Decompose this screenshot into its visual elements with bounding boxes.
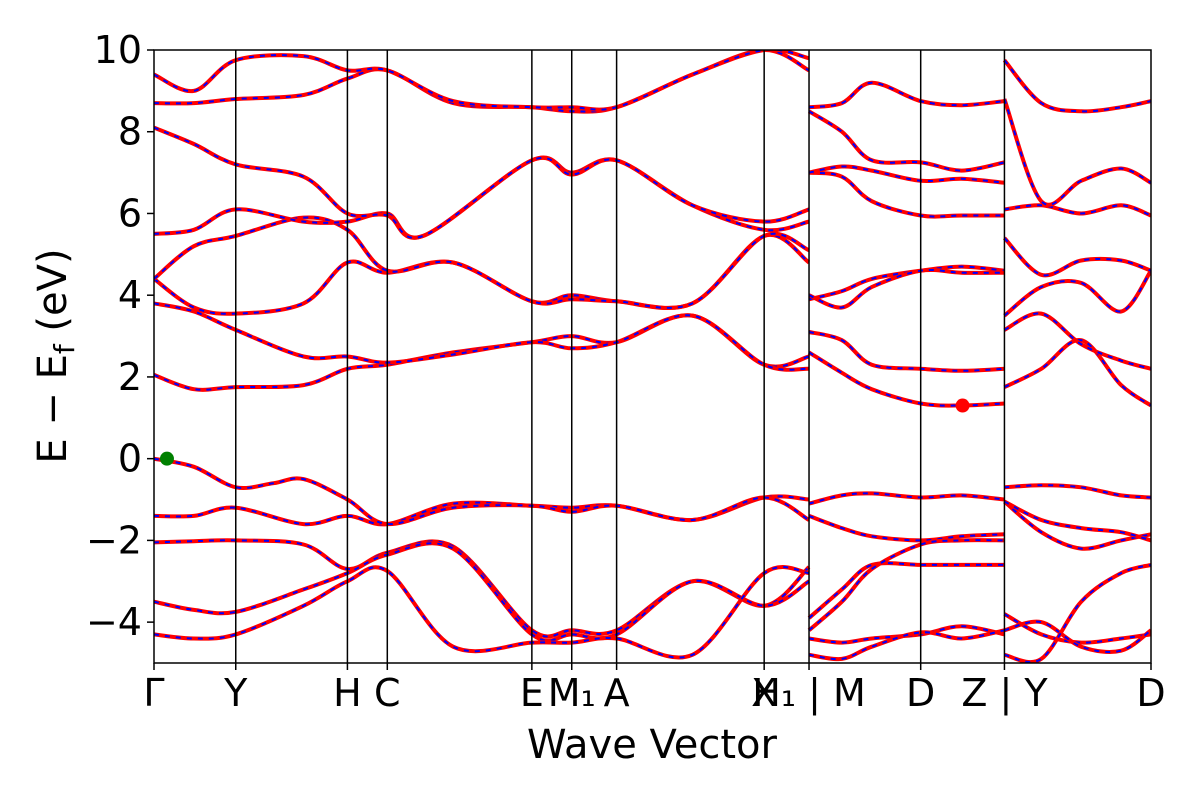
band-line-0	[154, 538, 811, 639]
band-line-31	[1003, 311, 1151, 371]
band-line-overlay-16	[808, 331, 1005, 372]
y-tick-label: −2	[86, 518, 142, 562]
band-line-overlay-26	[808, 629, 1005, 661]
band-line-overlay-38	[1004, 620, 1151, 653]
band-line-3	[154, 313, 810, 392]
y-axis-title-main: E − E	[30, 354, 76, 464]
band-line-12	[154, 565, 810, 660]
y-tick-label: 0	[118, 437, 142, 481]
kpoint-label: X	[751, 671, 777, 715]
band-line-overlay-23	[808, 562, 1005, 619]
band-line-overlay-31	[1003, 312, 1151, 370]
band-line-overlay-1	[154, 495, 810, 526]
y-tick-label: −4	[86, 600, 142, 644]
extrema-markers	[159, 398, 970, 466]
y-axis: −4 −2 0 2 4 6 8 10	[86, 28, 154, 644]
kpoint-label: Y	[223, 671, 248, 715]
band-line-32	[1003, 269, 1151, 318]
band-line-16	[808, 330, 1005, 373]
band-line-28	[1003, 500, 1151, 551]
band-line-10	[154, 50, 810, 112]
band-line-33	[1002, 236, 1151, 278]
y-axis-title-subscript: f	[48, 343, 81, 354]
band-line-23	[807, 561, 1005, 620]
band-line-11	[154, 541, 811, 643]
band-line-14	[808, 514, 1005, 543]
band-line-overlay-17	[808, 265, 1005, 301]
band-line-2	[154, 456, 811, 527]
kpoint-label: D	[1136, 671, 1165, 715]
band-line-overlay-28	[1003, 500, 1151, 550]
bands-layer	[154, 50, 1151, 663]
band-line-overlay-20	[808, 165, 1005, 184]
band-line-overlay-13	[808, 492, 1005, 505]
band-line-overlay-37	[1003, 613, 1151, 644]
kpoint-label: Γ	[143, 671, 164, 715]
band-line-overlay-22	[808, 81, 1005, 109]
band-line-overlay-14	[808, 514, 1005, 542]
band-line-overlay-3	[154, 314, 810, 391]
band-line-overlay-0	[154, 539, 810, 638]
band-line-15	[807, 350, 1005, 408]
plot-frame	[153, 49, 1152, 664]
y-axis-title-unit: (eV)	[30, 248, 76, 344]
band-line-overlay-34	[1004, 204, 1151, 217]
band-line-overlay-29	[1003, 500, 1151, 542]
band-line-8	[154, 125, 810, 240]
band-line-overlay-9	[154, 50, 810, 113]
band-line-overlay-12	[154, 566, 810, 659]
band-line-4	[154, 301, 810, 372]
kpoint-label: Z | Y	[961, 671, 1048, 716]
x-axis: Γ Y H C E M₁ A XH₁ | M D Z | Y D	[143, 663, 1166, 716]
y-tick-label: 4	[118, 273, 142, 317]
band-line-13	[808, 491, 1005, 506]
band-line-overlay-8	[154, 126, 810, 239]
y-tick-label: 6	[118, 191, 142, 235]
band-line-overlay-39	[1004, 563, 1151, 663]
band-line-overlay-10	[154, 50, 810, 111]
kpoint-label: H	[333, 671, 362, 715]
kpoint-label: H₁ | M	[752, 671, 866, 716]
kpoint-label: E	[520, 671, 544, 715]
y-tick-label: 8	[118, 110, 142, 154]
y-tick-label: 10	[94, 28, 142, 72]
band-line-36	[1002, 58, 1151, 114]
band-line-35	[1002, 98, 1151, 207]
y-tick-label: 2	[118, 355, 142, 399]
band-line-overlay-24	[808, 539, 1005, 632]
band-line-overlay-11	[154, 542, 810, 642]
band-line-18	[808, 267, 1005, 310]
kpoint-label: C	[374, 671, 401, 715]
marker-vbm	[159, 451, 174, 466]
band-line-24	[807, 538, 1005, 632]
band-line-overlay-18	[808, 268, 1005, 309]
band-line-30	[1003, 338, 1151, 408]
kpoint-label: M₁	[548, 671, 596, 715]
x-axis-title: Wave Vector	[527, 722, 778, 768]
band-line-overlay-25	[808, 625, 1005, 644]
band-line-overlay-27	[1004, 484, 1151, 499]
band-line-overlay-6	[154, 216, 810, 309]
band-line-overlay-21	[808, 110, 1005, 172]
high-symmetry-lines	[235, 50, 1006, 663]
band-line-overlay-15	[808, 351, 1005, 407]
band-line-37	[1003, 612, 1151, 645]
y-axis-title: E − Ef (eV)	[30, 248, 81, 463]
band-line-9	[154, 50, 810, 114]
marker-cbm	[955, 398, 970, 413]
band-line-overlay-30	[1003, 339, 1151, 407]
band-line-overlay-35	[1003, 98, 1151, 206]
band-line-21	[807, 109, 1005, 173]
band-line-overlay-19	[808, 171, 1005, 218]
band-line-overlay-33	[1003, 237, 1151, 277]
kpoint-label: D	[906, 671, 935, 715]
kpoint-label: A	[604, 671, 630, 715]
